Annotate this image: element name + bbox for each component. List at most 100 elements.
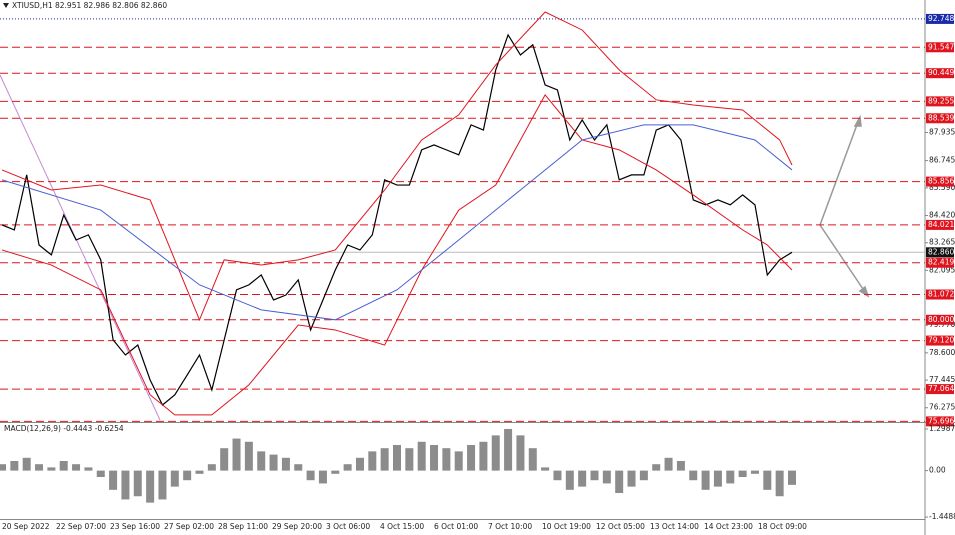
projection-arrows	[819, 114, 870, 298]
x-tick-label: 4 Oct 15:00	[380, 522, 424, 531]
level-box	[926, 176, 954, 187]
level-box	[926, 68, 954, 79]
price-line	[1, 33, 793, 406]
y-tick-label: 78.600	[929, 348, 955, 357]
level-box	[926, 416, 954, 427]
x-tick-label: 20 Sep 2022	[2, 522, 50, 531]
x-tick-label: 27 Sep 02:00	[164, 522, 214, 531]
macd-bar	[183, 470, 192, 481]
macd-bar	[541, 467, 550, 471]
macd-bar	[750, 470, 759, 474]
macd-bar	[170, 470, 179, 487]
x-tick-label: 28 Sep 11:00	[218, 522, 268, 531]
x-tick-label: 13 Oct 14:00	[650, 522, 699, 531]
macd-bar	[417, 441, 426, 471]
macd-bar	[689, 470, 698, 481]
chart-header: XTIUSD,H1 82.951 82.986 82.806 82.860	[12, 1, 167, 10]
x-tick-label: 7 Oct 10:00	[488, 522, 532, 531]
x-tick-label: 29 Sep 20:00	[272, 522, 322, 531]
x-tick-label: 23 Sep 16:00	[110, 522, 160, 531]
macd-bar	[602, 470, 611, 484]
macd-bar	[726, 470, 735, 484]
macd-bar	[467, 444, 476, 471]
macd-bar	[430, 444, 439, 471]
macd-bar	[578, 470, 587, 487]
level-box	[926, 219, 954, 230]
macd-bar	[220, 448, 229, 471]
macd-bar	[257, 451, 266, 471]
macd-bar	[380, 448, 389, 471]
y-tick-label: 82.095	[929, 265, 955, 274]
macd-bar	[22, 457, 31, 471]
macd-bar	[763, 470, 772, 490]
macd-bar	[109, 470, 118, 490]
macd-bar	[158, 470, 167, 500]
macd-bar	[59, 461, 68, 471]
macd-bar	[84, 467, 93, 471]
macd-bar	[442, 448, 451, 471]
y-tick-label: 77.445	[929, 375, 955, 384]
level-label: 88.539	[928, 113, 954, 122]
x-tick-label: 22 Sep 07:00	[56, 522, 106, 531]
level-box	[926, 384, 954, 395]
y-tick-label: 85.590	[929, 183, 955, 192]
macd-bar	[454, 451, 463, 471]
last-price-box	[926, 247, 954, 258]
level-box	[926, 42, 954, 53]
macd-bar	[331, 470, 340, 474]
macd-bar	[121, 470, 130, 500]
level-box	[926, 257, 954, 268]
macd-bar	[269, 454, 278, 471]
macd-bar	[281, 457, 290, 471]
macd-bar	[47, 467, 56, 471]
level-box	[926, 96, 954, 107]
macd-bar	[195, 470, 204, 474]
level-label: 89.255	[928, 96, 954, 105]
price-line	[1, 124, 793, 321]
macd-bar	[664, 457, 673, 471]
macd-bar	[343, 464, 352, 471]
macd-bar	[775, 470, 784, 497]
x-tick-label: 3 Oct 06:00	[326, 522, 370, 531]
macd-bar	[294, 464, 303, 471]
macd-bar	[146, 470, 155, 503]
macd-bar	[306, 470, 315, 481]
macd-bar	[405, 448, 414, 471]
macd-bar	[207, 464, 216, 471]
level-box	[926, 335, 954, 346]
macd-bar	[676, 461, 685, 471]
macd-bar	[368, 451, 377, 471]
macd-bar	[639, 470, 648, 481]
macd-bar	[355, 457, 364, 471]
level-label: 84.021	[928, 220, 954, 229]
y-tick-label: 1.2987	[929, 424, 955, 433]
y-tick-label: -1.4488	[929, 512, 955, 521]
level-label: 91.547	[928, 42, 954, 51]
level-label: 79.120	[928, 336, 954, 345]
macd-header: MACD(12,26,9) -0.4443 -0.6254	[4, 424, 124, 433]
x-tick-label: 6 Oct 01:00	[434, 522, 478, 531]
price-line	[1, 11, 793, 322]
trend-line	[0, 74, 161, 421]
macd-bar	[627, 470, 636, 487]
y-tick-label: 76.275	[929, 403, 955, 412]
macd-bar	[528, 448, 537, 471]
macd-bar	[232, 438, 241, 471]
high-label: 92.748	[928, 14, 954, 23]
macd-bar	[72, 464, 81, 471]
macd-bar	[35, 464, 44, 471]
x-tick-label: 18 Oct 09:00	[758, 522, 807, 531]
macd-bar	[504, 428, 513, 471]
y-tick-label: 86.745	[929, 156, 955, 165]
macd-bar	[318, 470, 327, 484]
high-box	[926, 13, 954, 24]
macd-bar	[479, 441, 488, 471]
macd-bar	[565, 470, 574, 490]
y-tick-label: 0.00	[929, 466, 946, 475]
macd-bar	[244, 441, 253, 471]
x-tick-label: 12 Oct 05:00	[596, 522, 645, 531]
macd-bar	[590, 470, 599, 481]
macd-bar	[713, 470, 722, 487]
